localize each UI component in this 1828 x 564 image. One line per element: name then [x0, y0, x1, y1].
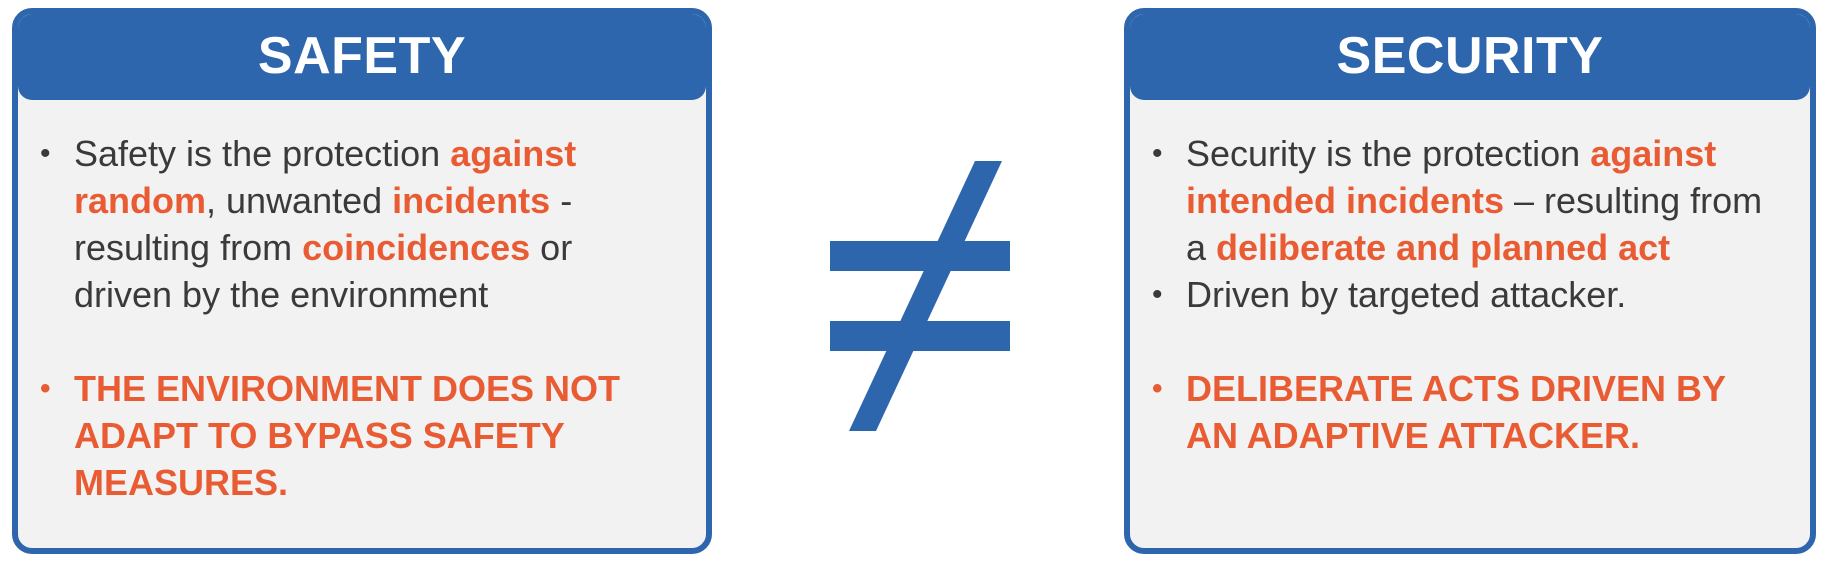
security-title: SECURITY — [1130, 14, 1810, 100]
safety-point-1-text-2: , unwanted — [206, 180, 393, 221]
security-point-2: • Driven by targeted attacker. — [1150, 271, 1780, 318]
security-highlight-intended-incidents: against intended incidents — [1186, 133, 1717, 221]
bullet-icon: • — [1152, 278, 1163, 311]
security-point-1: • Security is the protection against int… — [1150, 130, 1780, 271]
security-point-3-text: DELIBERATE ACTS DRIVEN BY AN ADAPTIVE AT… — [1186, 368, 1726, 456]
bullet-icon: • — [1152, 372, 1163, 405]
security-point-1-text-2: – resulting from a — [1186, 180, 1763, 268]
bullet-icon: • — [40, 137, 51, 170]
safety-point-2: • THE ENVIRONMENT DOES NOT ADAPT TO BYPA… — [38, 365, 676, 506]
safety-title: SAFETY — [18, 14, 706, 100]
security-points: • Security is the protection against int… — [1150, 130, 1780, 459]
security-point-1-text-1: Security is the protection — [1186, 133, 1591, 174]
safety-point-2-text: THE ENVIRONMENT DOES NOT ADAPT TO BYPASS… — [74, 368, 621, 503]
not-equal-top-bar — [830, 241, 1010, 271]
bullet-icon: • — [1152, 137, 1163, 170]
safety-point-1-text-1: Safety is the protection — [74, 133, 451, 174]
security-point-3: • DELIBERATE ACTS DRIVEN BY AN ADAPTIVE … — [1150, 365, 1780, 459]
safety-points: • Safety is the protection against rando… — [38, 130, 676, 506]
safety-highlight-incidents: incidents — [392, 180, 551, 221]
safety-body: • Safety is the protection against rando… — [18, 100, 706, 506]
security-point-2-text: Driven by targeted attacker. — [1186, 274, 1627, 315]
not-equal-slash — [849, 161, 1002, 431]
safety-highlight-against-random: against random — [74, 133, 577, 221]
security-highlight-deliberate-act: deliberate and planned act — [1216, 227, 1671, 268]
security-card: SECURITY • Security is the protection ag… — [1124, 8, 1816, 554]
safety-point-1-text-4: or driven by the environment — [74, 227, 573, 315]
security-body: • Security is the protection against int… — [1130, 100, 1810, 459]
safety-card: SAFETY • Safety is the protection agains… — [12, 8, 712, 554]
safety-point-1-text-3: - resulting from — [74, 180, 573, 268]
safety-highlight-coincidences: coincidences — [302, 227, 531, 268]
not-equal-icon — [830, 161, 1010, 431]
bullet-icon: • — [40, 372, 51, 405]
safety-point-1: • Safety is the protection against rando… — [38, 130, 676, 318]
